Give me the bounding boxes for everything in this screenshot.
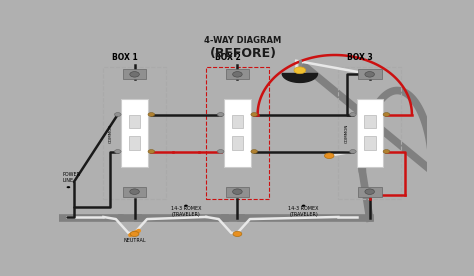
Circle shape: [148, 113, 155, 116]
Text: COMMON: COMMON: [344, 123, 348, 143]
Text: NEUTRAL: NEUTRAL: [123, 238, 146, 243]
Text: BOX 2: BOX 2: [215, 53, 241, 62]
Circle shape: [130, 231, 139, 237]
Circle shape: [217, 113, 224, 116]
Circle shape: [233, 71, 242, 77]
Text: BOX 3: BOX 3: [347, 53, 373, 62]
Text: POWER
LINE: POWER LINE: [63, 172, 81, 183]
Bar: [364, 136, 375, 150]
Circle shape: [365, 71, 374, 77]
Text: COMMON: COMMON: [109, 123, 113, 143]
Circle shape: [349, 150, 356, 153]
Circle shape: [251, 113, 257, 116]
Circle shape: [148, 150, 155, 153]
Text: 14-3 ROMEX
(TRAVELER): 14-3 ROMEX (TRAVELER): [288, 206, 319, 217]
Bar: [231, 136, 243, 150]
Text: (BEFORE): (BEFORE): [210, 47, 276, 60]
Bar: [358, 69, 382, 79]
Bar: [103, 67, 166, 199]
Circle shape: [184, 205, 188, 207]
Circle shape: [325, 153, 334, 158]
Bar: [128, 115, 140, 128]
Circle shape: [233, 189, 242, 194]
Circle shape: [349, 113, 356, 116]
Circle shape: [114, 113, 121, 116]
Circle shape: [365, 189, 374, 194]
Bar: [123, 187, 146, 197]
Circle shape: [130, 71, 139, 77]
Bar: [226, 69, 249, 79]
Circle shape: [130, 189, 139, 194]
Text: BOX 1: BOX 1: [112, 53, 138, 62]
Bar: [364, 115, 375, 128]
Circle shape: [66, 186, 70, 188]
Text: 4-WAY DIAGRAM: 4-WAY DIAGRAM: [204, 36, 282, 45]
Bar: [121, 99, 148, 167]
Polygon shape: [282, 73, 318, 83]
Circle shape: [294, 67, 306, 74]
Circle shape: [251, 150, 257, 153]
Bar: [123, 69, 146, 79]
Bar: [128, 136, 140, 150]
Text: 14-3 ROMEX
(TRAVELER): 14-3 ROMEX (TRAVELER): [171, 206, 201, 217]
Circle shape: [233, 231, 242, 237]
Circle shape: [383, 113, 390, 116]
Circle shape: [114, 150, 121, 153]
Circle shape: [383, 150, 390, 153]
Circle shape: [301, 205, 305, 207]
Bar: [231, 115, 243, 128]
Bar: [206, 67, 269, 199]
Circle shape: [217, 150, 224, 153]
Bar: [224, 99, 251, 167]
Bar: [338, 67, 401, 199]
Bar: [358, 187, 382, 197]
Bar: [226, 187, 249, 197]
Bar: [356, 99, 383, 167]
